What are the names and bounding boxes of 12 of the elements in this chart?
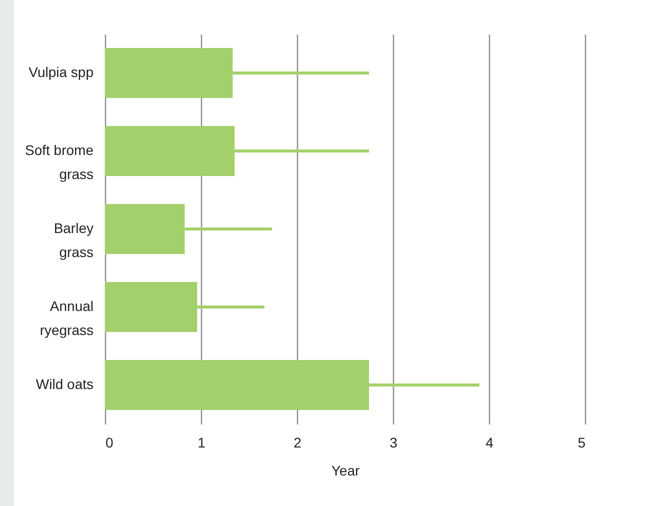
y-tick-label: Wild oats xyxy=(36,376,94,392)
x-tick-label: 3 xyxy=(390,434,398,450)
x-tick-label: 1 xyxy=(198,434,206,450)
y-tick-label: Barley grass xyxy=(54,220,94,260)
x-tick-label: 4 xyxy=(486,434,494,450)
x-axis-title: Year xyxy=(331,462,360,478)
y-tick-label: Vulpia spp xyxy=(28,64,94,80)
y-tick-label: Annual ryegrass xyxy=(40,298,94,338)
x-tick-label: 5 xyxy=(578,434,586,450)
x-tick-label: 2 xyxy=(294,434,302,450)
y-tick-label: Soft brome grass xyxy=(25,142,94,182)
x-tick-label: 0 xyxy=(106,434,114,450)
